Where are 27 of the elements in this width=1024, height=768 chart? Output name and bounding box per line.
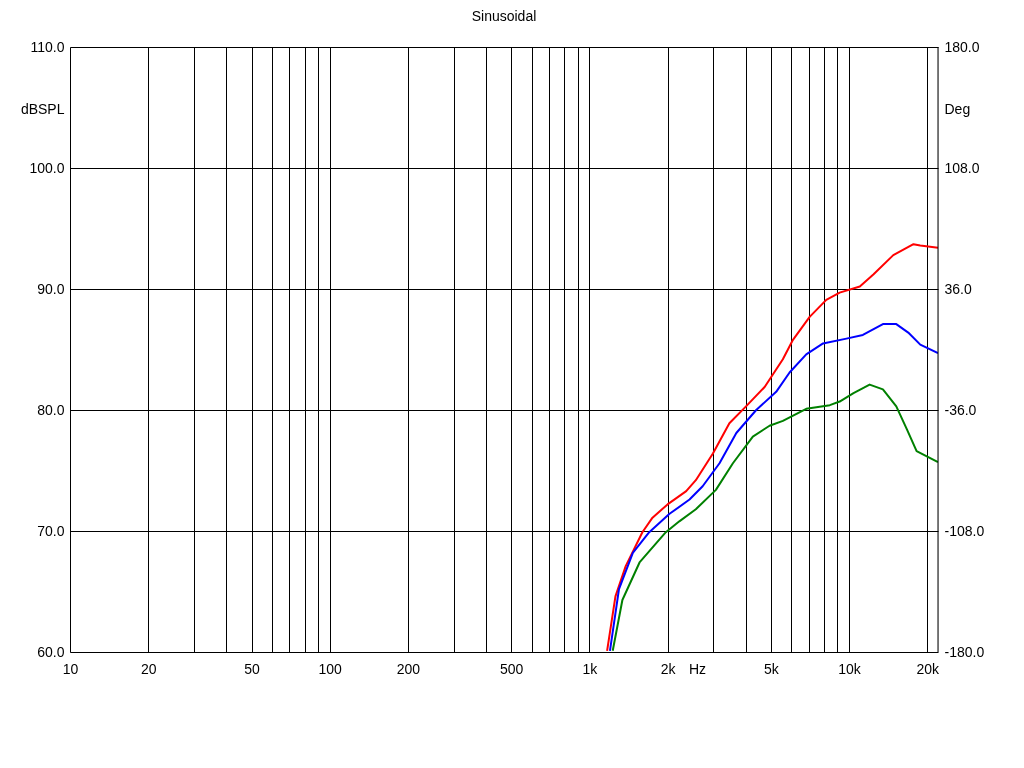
x-axis-title: Hz [688,660,707,677]
x-tick-label: 5k [764,660,780,677]
y2-tick-label: 108.0 [944,159,980,176]
y2-axis-title: Deg [944,100,971,117]
x-tick-label: 10 [62,660,79,677]
y2-tick-label: -180.0 [944,643,985,660]
y-tick-label: 70.0 [37,522,65,539]
x-tick-label: 100 [318,660,343,677]
x-tick-label: 200 [396,660,421,677]
y2-tick-label: -108.0 [944,522,985,539]
x-tick-label: 10k [838,660,862,677]
x-tick-label: 50 [244,660,261,677]
y2-tick-label: 180.0 [944,38,980,55]
y-tick-label: 60.0 [37,643,65,660]
y2-tick-label: -36.0 [944,401,977,418]
y-tick-label: 80.0 [37,401,65,418]
x-tick-label: 20k [916,660,941,677]
y-tick-label: 100.0 [29,159,65,176]
x-tick-label: 1k [582,660,599,677]
y-axis-title: dBSPL [20,100,65,117]
x-tick-label: 20 [140,660,157,677]
y-tick-label: 110.0 [30,38,65,55]
y-tick-label: 90.0 [37,280,65,297]
chart-title: Sinusoidal [471,8,537,24]
y2-tick-label: 36.0 [944,280,972,297]
x-tick-label: 2k [660,660,677,677]
x-tick-label: 500 [500,660,524,677]
